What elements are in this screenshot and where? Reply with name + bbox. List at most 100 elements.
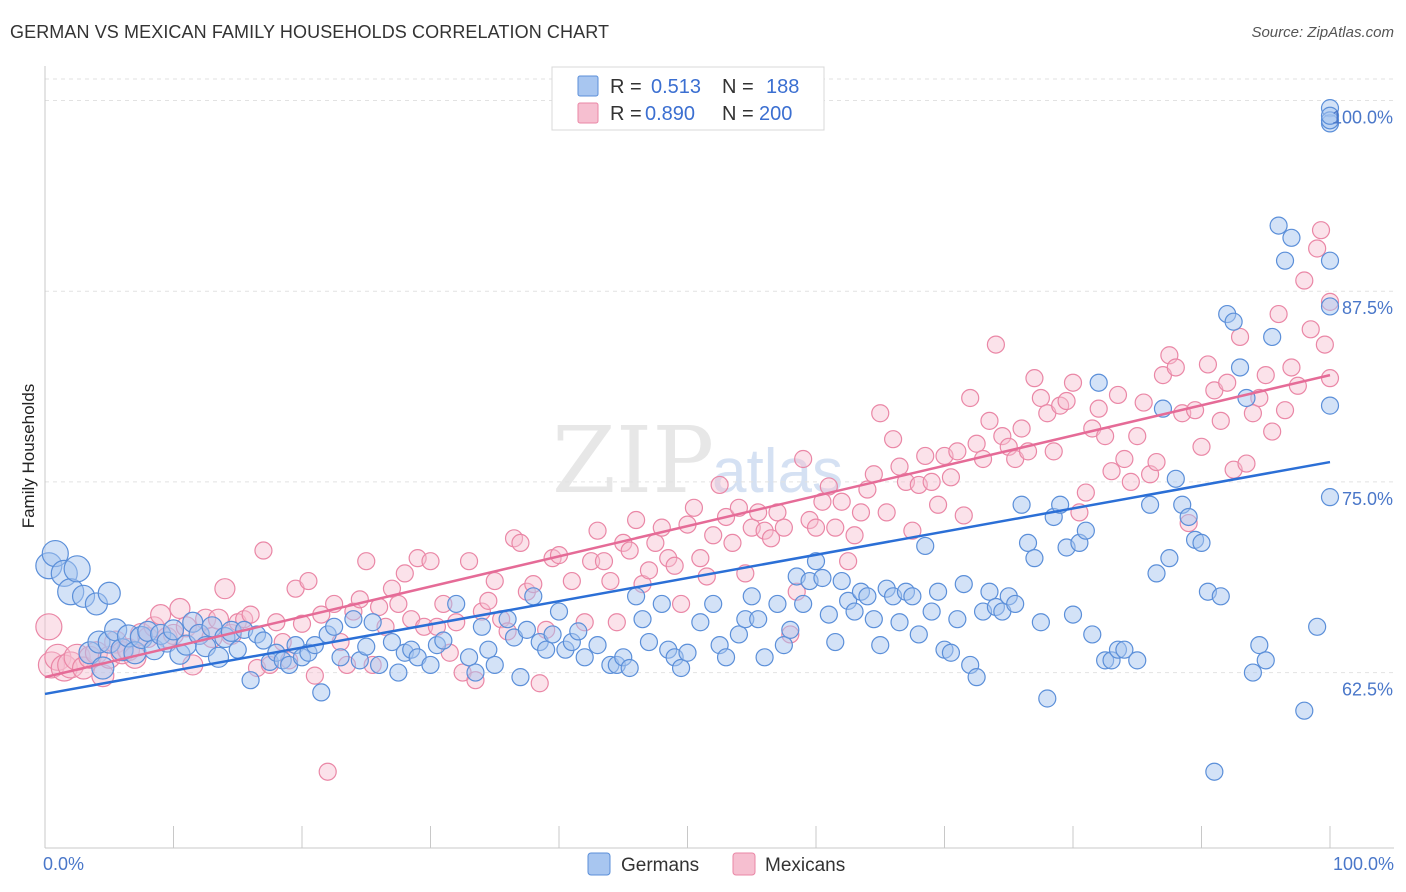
mexicans-point xyxy=(928,495,948,514)
germans-point xyxy=(691,613,710,632)
germans-point xyxy=(704,594,723,614)
germans-point xyxy=(162,619,185,641)
mexicans-point xyxy=(691,549,710,568)
mexicans-point xyxy=(626,510,646,530)
germans-point xyxy=(1320,297,1340,316)
germans-point xyxy=(331,648,350,667)
germans-point xyxy=(909,625,928,644)
mexicans-point xyxy=(639,561,659,580)
mexicans-point xyxy=(1308,239,1327,258)
germans-point xyxy=(928,582,948,601)
germans-point xyxy=(671,658,691,678)
germans-point xyxy=(1230,358,1250,377)
mexicans-point xyxy=(1057,391,1076,411)
germans-point xyxy=(1160,549,1179,568)
mexicans-point xyxy=(710,475,729,495)
mexicans-point xyxy=(883,430,903,449)
mexicans-point xyxy=(800,510,819,530)
germans-point xyxy=(1140,495,1160,514)
mexicans-point xyxy=(1301,320,1320,339)
germans-point xyxy=(1063,605,1083,624)
mexicans-trend-line xyxy=(44,373,1331,679)
mexicans-point xyxy=(890,457,909,476)
germans-point xyxy=(575,648,594,667)
mexicans-point xyxy=(1044,442,1063,461)
mexicans-point xyxy=(582,552,601,571)
germans-point xyxy=(768,594,787,614)
mexicans-point xyxy=(749,503,768,522)
mexicans-point xyxy=(607,613,626,632)
germans-point xyxy=(903,587,922,606)
germans-point xyxy=(1295,701,1314,720)
mexicans-point xyxy=(794,449,813,469)
germans-point xyxy=(1089,373,1108,392)
legend-n-value-mexicans: 200 xyxy=(759,103,792,125)
germans-point xyxy=(1256,651,1275,670)
germans-point xyxy=(871,636,890,655)
x-tick-label-max: 100.0% xyxy=(1333,854,1394,874)
legend-n-label-germans: N = xyxy=(722,76,754,98)
germans-point xyxy=(459,648,479,667)
mexicans-point xyxy=(1147,452,1166,472)
germans-point xyxy=(832,571,851,591)
mexicans-point xyxy=(1012,419,1031,438)
germans-point xyxy=(325,617,344,636)
source-credit: Source: ZipAtlas.com xyxy=(1251,24,1394,41)
bottom-legend-swatch-mexicans xyxy=(732,852,756,876)
germans-point xyxy=(967,668,986,687)
germans-point xyxy=(819,605,838,624)
germans-point xyxy=(241,671,260,690)
germans-point xyxy=(434,631,453,650)
axes xyxy=(44,66,1394,849)
mexicans-point xyxy=(511,533,530,553)
mexicans-point xyxy=(305,666,324,685)
germans-point xyxy=(543,625,562,644)
germans-point xyxy=(1320,396,1340,415)
y-tick-label: 75.0% xyxy=(1342,489,1393,509)
germans-point xyxy=(1308,617,1327,636)
mexicans-point xyxy=(665,556,684,575)
legend-r-label-germans: R = xyxy=(610,76,642,98)
germans-point xyxy=(1275,251,1295,270)
germans-point xyxy=(858,587,877,606)
mexicans-point xyxy=(601,571,620,591)
germans-point xyxy=(1243,663,1263,682)
mexicans-point xyxy=(1031,388,1050,408)
mexicans-point xyxy=(1275,401,1295,420)
germans-point xyxy=(845,602,864,621)
germans-point xyxy=(511,668,530,687)
mexicans-point xyxy=(954,506,973,525)
mexicans-point xyxy=(1211,411,1230,430)
germans-point xyxy=(1282,228,1301,247)
germans-point xyxy=(1083,625,1102,644)
germans-point xyxy=(826,632,845,652)
mexicans-point xyxy=(459,552,479,571)
y-gridlines xyxy=(45,78,1394,674)
legend-r-value-germans: 0.513 xyxy=(651,76,701,98)
mexicans-point xyxy=(941,468,961,487)
mexicans-point xyxy=(1134,393,1153,412)
legend-n-label-mexicans: N = xyxy=(722,103,754,125)
mexicans-point xyxy=(948,442,967,461)
germans-point xyxy=(633,610,652,629)
germans-point xyxy=(1237,388,1256,408)
bottom-legend-mexicans: Mexicans xyxy=(765,855,845,876)
mexicans-point xyxy=(839,552,858,571)
bottom-legend-germans: Germans xyxy=(621,855,699,876)
x-tick-label-min: 0.0% xyxy=(43,854,84,874)
mexicans-point xyxy=(562,571,581,591)
y-tick-label: 62.5% xyxy=(1342,680,1393,700)
germans-point xyxy=(639,632,659,652)
germans-point xyxy=(864,610,883,629)
mexicans-point xyxy=(916,446,935,466)
germans-point xyxy=(781,620,800,639)
germans-point xyxy=(524,587,543,606)
mexicans-point xyxy=(1108,385,1128,405)
mexicans-point xyxy=(485,571,504,591)
mexicans-point xyxy=(806,518,826,537)
germans-point xyxy=(357,637,376,656)
germans-point xyxy=(620,658,639,678)
mexicans-point xyxy=(761,529,781,548)
germans-point xyxy=(652,594,671,614)
